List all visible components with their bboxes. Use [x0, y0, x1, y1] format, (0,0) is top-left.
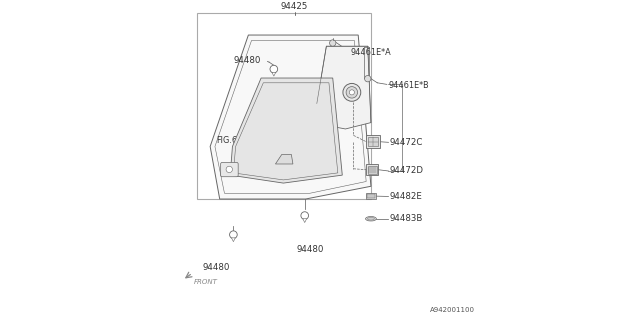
- Text: 94472C: 94472C: [389, 138, 423, 147]
- Text: A942001100: A942001100: [430, 307, 476, 313]
- Text: 94480: 94480: [234, 56, 261, 65]
- Circle shape: [230, 231, 237, 238]
- Bar: [366, 193, 376, 199]
- Text: 94461E*A: 94461E*A: [350, 48, 391, 57]
- Polygon shape: [230, 78, 342, 183]
- Polygon shape: [232, 238, 236, 242]
- Text: 94482E: 94482E: [389, 192, 422, 201]
- Circle shape: [330, 40, 336, 46]
- Circle shape: [270, 65, 278, 73]
- Circle shape: [349, 90, 355, 95]
- Polygon shape: [303, 219, 307, 223]
- Circle shape: [226, 166, 232, 172]
- Polygon shape: [272, 72, 276, 76]
- Text: 94461E*B: 94461E*B: [388, 81, 429, 90]
- Ellipse shape: [367, 218, 374, 220]
- Circle shape: [346, 87, 358, 98]
- Bar: [368, 137, 378, 146]
- Circle shape: [343, 84, 361, 101]
- FancyBboxPatch shape: [221, 162, 238, 177]
- Bar: [366, 135, 380, 148]
- Bar: [366, 164, 378, 175]
- Polygon shape: [275, 155, 293, 164]
- Polygon shape: [210, 35, 371, 199]
- Text: 94483B: 94483B: [389, 214, 423, 223]
- Bar: [367, 194, 376, 198]
- Text: 94425: 94425: [281, 2, 308, 11]
- Text: 94480: 94480: [297, 245, 324, 254]
- Ellipse shape: [365, 217, 376, 221]
- Polygon shape: [317, 46, 371, 129]
- Circle shape: [301, 212, 308, 220]
- Bar: [197, 13, 371, 199]
- Text: 94480: 94480: [203, 263, 230, 272]
- Text: 94472D: 94472D: [389, 166, 424, 175]
- Bar: [368, 165, 377, 173]
- Circle shape: [365, 76, 371, 82]
- Text: FRONT: FRONT: [194, 279, 218, 285]
- Text: FIG.654-2: FIG.654-2: [216, 136, 256, 145]
